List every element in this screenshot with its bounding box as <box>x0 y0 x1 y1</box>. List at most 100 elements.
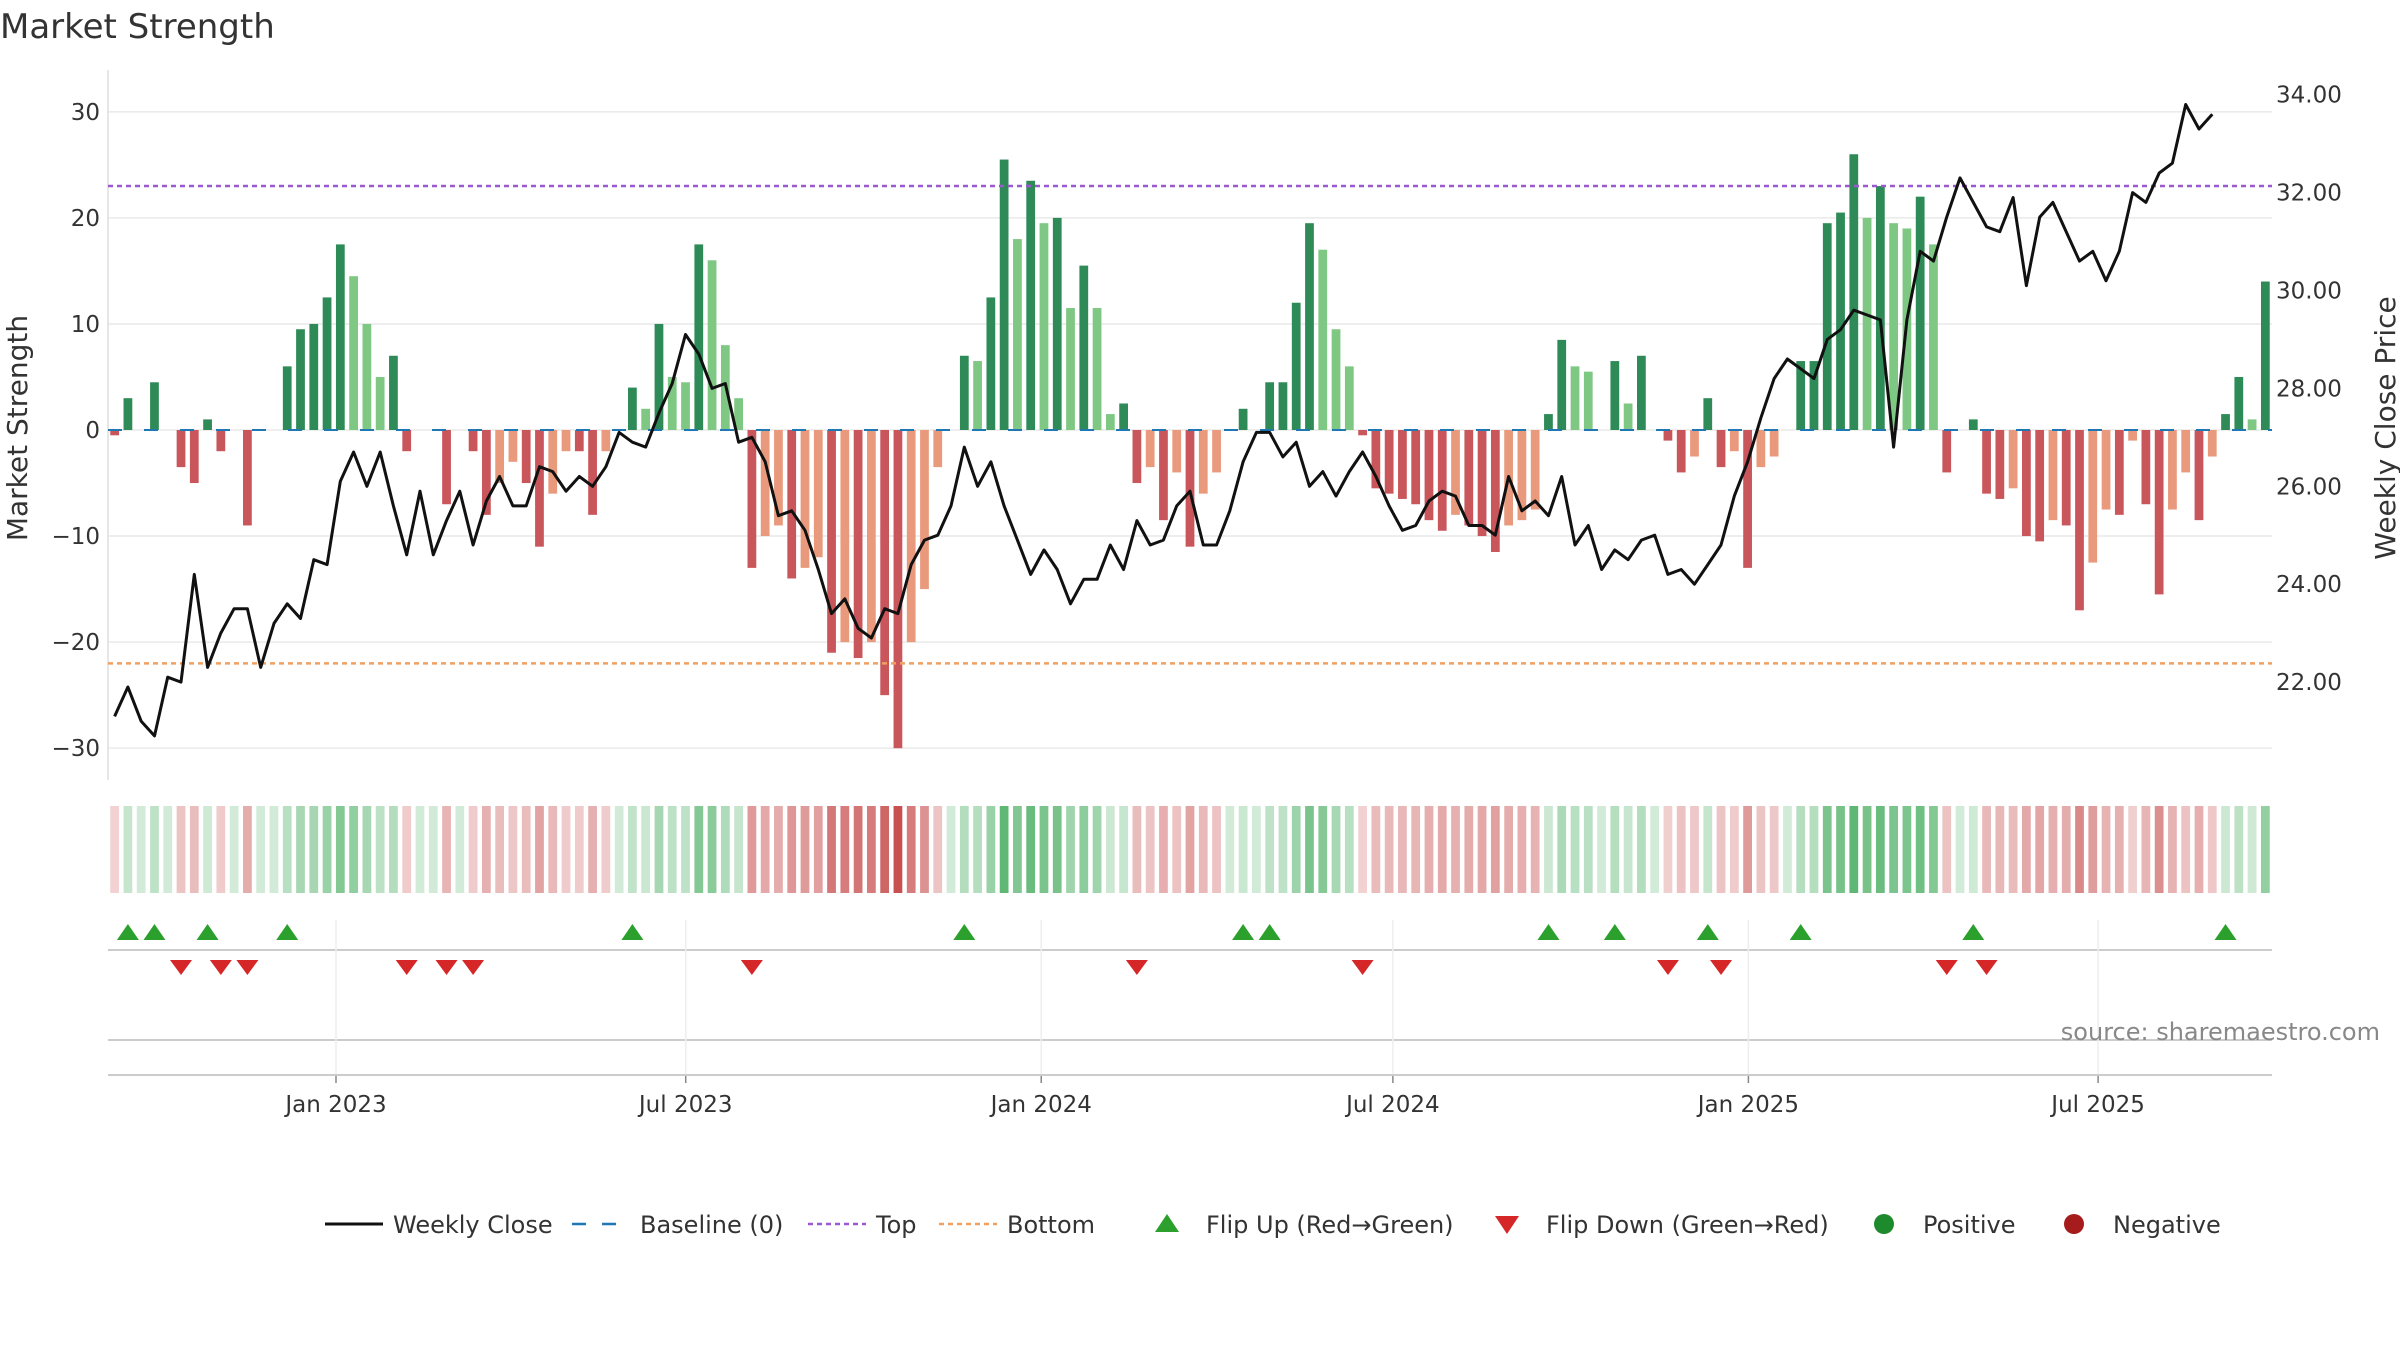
strength-bar <box>1145 430 1155 468</box>
strength-bar <box>1371 430 1381 489</box>
strength-bar <box>203 419 212 430</box>
strength-bar <box>548 430 558 494</box>
y-tick-right: 24.00 <box>2276 572 2342 598</box>
x-tick-label: Jan 2023 <box>283 1092 386 1118</box>
strength-bar <box>1796 361 1806 430</box>
strength-bar <box>933 430 943 468</box>
strength-bar <box>1875 186 1885 430</box>
flip-up-marker <box>1789 924 1812 940</box>
heat-cell <box>1968 806 1978 893</box>
heat-cell <box>1411 806 1421 893</box>
heat-cell <box>176 806 186 893</box>
strength-bar <box>1676 430 1686 473</box>
legend-swatch <box>1874 1214 1894 1234</box>
heat-cell <box>415 806 425 893</box>
heat-cell <box>1052 806 1062 893</box>
heat-cell <box>1185 806 1195 893</box>
flip-up-marker <box>1537 924 1560 940</box>
flip-up-marker <box>953 924 976 940</box>
source-label: source: sharemaestro.com <box>2061 1018 2380 1046</box>
flip-down-marker <box>1935 960 1958 975</box>
strength-bar <box>760 430 770 537</box>
strength-bar <box>2088 430 2098 563</box>
heat-cell <box>1862 806 1872 893</box>
main-panel: 30 20 10 0 −10 −20 −30 34.00 32.00 30.00 28.00 26.0… <box>51 70 2342 780</box>
heat-cell <box>893 806 903 893</box>
strength-bar <box>110 430 120 436</box>
strength-bar <box>1995 430 2005 499</box>
strength-bar <box>535 430 544 547</box>
legend-swatch <box>2064 1214 2084 1234</box>
strength-bar <box>1159 430 1168 521</box>
flip-up-marker <box>2214 924 2237 940</box>
heat-cell <box>1013 806 1022 893</box>
strength-bar <box>1836 212 1845 430</box>
heat-cell <box>2207 806 2217 893</box>
heat-cell <box>2008 806 2018 893</box>
flip-up-marker <box>1696 924 1719 940</box>
heat-cell <box>296 806 305 893</box>
heat-cell <box>641 806 651 893</box>
heat-cell <box>1358 806 1367 893</box>
y-axis-label-left: Market Strength <box>1 315 34 541</box>
strength-bar <box>641 408 651 430</box>
heat-cell <box>880 806 890 893</box>
strength-bar <box>1729 430 1739 452</box>
strength-bar <box>694 244 704 430</box>
strength-bar <box>123 398 133 430</box>
heat-cell <box>362 806 372 893</box>
strength-bar <box>1623 403 1633 430</box>
strength-bar <box>1743 430 1752 568</box>
strength-bar <box>866 430 876 643</box>
heat-cell <box>1982 806 1991 893</box>
heat-cell <box>800 806 810 893</box>
strength-bar <box>1424 430 1434 521</box>
heat-cell <box>601 806 611 893</box>
flip-down-marker <box>1125 960 1148 975</box>
strength-bar <box>906 430 916 643</box>
x-tick-label: Jul 2024 <box>1344 1092 1440 1118</box>
strength-bar <box>2221 414 2230 430</box>
strength-bar <box>1265 382 1275 430</box>
heat-cell <box>1278 806 1288 893</box>
strength-bar <box>495 430 505 484</box>
heat-cell <box>1424 806 1434 893</box>
strength-bar <box>1464 430 1474 526</box>
strength-bar <box>1052 217 1062 430</box>
heat-cell <box>1225 806 1235 893</box>
heat-cell <box>2048 806 2058 893</box>
strength-bar <box>1889 223 1899 430</box>
strength-bar <box>734 398 743 430</box>
strength-bar <box>574 430 584 452</box>
heat-cell <box>614 806 624 893</box>
heat-cell <box>681 806 690 893</box>
heat-cell <box>1172 806 1182 893</box>
strength-bar <box>1849 154 1859 431</box>
strength-bar <box>893 430 903 749</box>
heat-cell <box>2194 806 2204 893</box>
strength-bar <box>176 430 186 468</box>
strength-bar <box>1278 382 1288 430</box>
heat-cell <box>1929 806 1938 893</box>
heat-cell <box>1769 806 1779 893</box>
strength-bar <box>774 430 783 526</box>
strength-bar <box>601 430 611 452</box>
strength-bar <box>1451 430 1460 515</box>
heat-cell <box>402 806 412 893</box>
heat-cell <box>1849 806 1859 893</box>
heat-cell <box>1902 806 1912 893</box>
strength-bar <box>189 430 199 484</box>
strength-bar <box>1092 308 1102 430</box>
heat-cell <box>1252 806 1261 893</box>
heat-cell <box>827 806 836 893</box>
legend-label: Top <box>875 1211 917 1239</box>
heat-cell <box>973 806 982 893</box>
flip-down-marker <box>1975 960 1998 975</box>
strength-bar <box>1716 430 1726 468</box>
strength-bar <box>588 430 597 515</box>
strength-bar <box>1583 371 1593 430</box>
heat-cell <box>163 806 173 893</box>
heat-cell <box>1477 806 1487 893</box>
heat-cell <box>2101 806 2111 893</box>
strength-bar <box>840 430 850 643</box>
